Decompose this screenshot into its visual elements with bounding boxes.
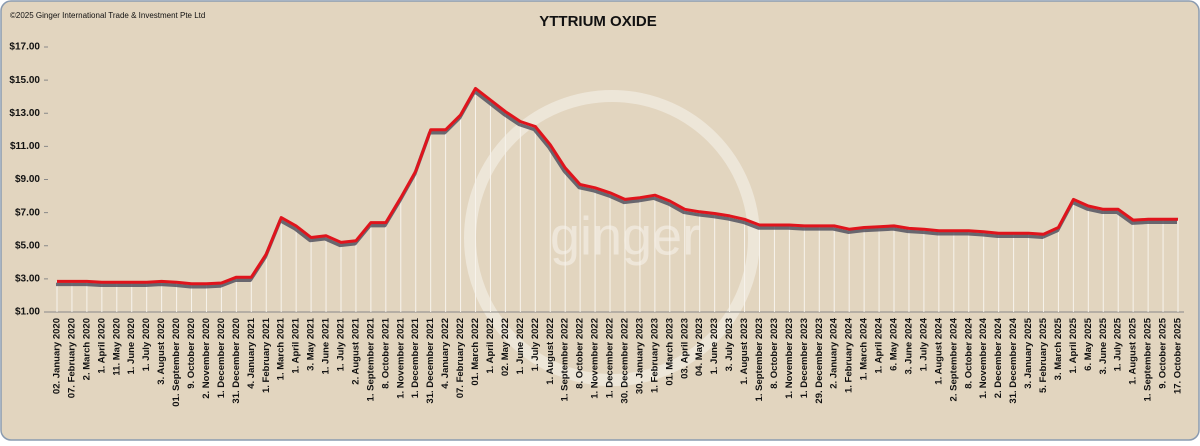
x-tick-label: 2. August 2021 (350, 317, 361, 384)
x-tick-label: 1. March 2024 (859, 317, 870, 380)
x-tick-label: 1. November 2023 (784, 318, 795, 399)
x-tick-label: 8. October 2023 (769, 318, 780, 389)
y-tick-label: $9.00 (15, 174, 40, 185)
x-tick-label: 1. September 2025 (1143, 317, 1154, 401)
y-tick-label: $15.00 (9, 75, 40, 86)
x-tick-label: 02. May 2022 (500, 318, 511, 376)
x-tick-label: 1. September 2022 (560, 318, 571, 401)
x-tick-label: 2. November 2020 (201, 318, 212, 399)
x-tick-label: 2. March 2020 (81, 318, 92, 380)
x-tick-label: 29. December 2023 (814, 318, 825, 404)
x-tick-label: 01. March 2023 (664, 318, 675, 386)
watermark-ring (464, 90, 760, 386)
x-tick-label: 3. January 2025 (1023, 317, 1034, 388)
x-tick-label: 1. November 2024 (978, 317, 989, 399)
y-tick-label: $3.00 (15, 274, 40, 285)
x-tick-label: 4. January 2022 (440, 318, 451, 389)
x-tick-label: 1. December 2023 (799, 318, 810, 398)
x-tick-label: 1. August 2022 (545, 318, 556, 385)
chart-title: YTTRIUM OXIDE (539, 13, 657, 30)
x-tick-label: 17. October 2025 (1173, 317, 1184, 394)
x-tick-label: 1. April 2021 (291, 317, 302, 373)
x-tick-label: 1. March 2021 (276, 317, 287, 380)
x-tick-label: 1. April 2025 (1068, 317, 1079, 373)
x-tick-label: 1. June 2020 (126, 318, 137, 375)
x-tick-label: 1. September 2021 (365, 317, 376, 401)
x-tick-label: 1. July 2024 (918, 317, 929, 371)
x-tick-label: 4. January 2021 (246, 317, 257, 388)
x-tick-label: 1. July 2025 (1113, 317, 1124, 371)
x-tick-label: 31. December 2021 (425, 317, 436, 403)
x-tick-label: 1. February 2024 (844, 317, 855, 393)
x-tick-label: 07. February 2022 (455, 318, 466, 398)
line-shadow (56, 89, 1177, 289)
x-tick-label: 1. April 2022 (485, 318, 496, 374)
x-tick-label: 2. September 2024 (948, 317, 959, 401)
x-tick-label: 1. April 2024 (874, 317, 885, 373)
y-tick-label: $11.00 (10, 141, 40, 152)
x-tick-label: 9. October 2025 (1158, 317, 1169, 388)
y-tick-label: $5.00 (15, 240, 40, 251)
x-tick-label: 1. June 2023 (709, 318, 720, 375)
x-tick-label: 3. March 2025 (1053, 317, 1064, 380)
x-tick-label: 3. June 2025 (1098, 317, 1109, 374)
x-tick-label: 2. December 2024 (993, 317, 1004, 398)
x-tick-label: 04. May 2023 (694, 318, 705, 376)
x-tick-label: 1. December 2020 (216, 318, 227, 398)
x-tick-label: 30. January 2023 (634, 318, 645, 394)
x-tick-label: 5. February 2025 (1038, 317, 1049, 393)
x-tick-label: 1. August 2025 (1128, 317, 1139, 384)
x-tick-label: 3. August 2020 (156, 318, 167, 385)
x-tick-label: 31. December 2020 (231, 318, 242, 404)
x-tick-label: 1. July 2021 (336, 317, 347, 371)
x-tick-label: 1. July 2022 (530, 318, 541, 371)
x-tick-label: 8. October 2024 (963, 317, 974, 388)
y-tick-label: $1.00 (15, 307, 40, 318)
x-tick-label: 1. September 2023 (754, 318, 765, 401)
x-tick-label: 1. June 2022 (515, 318, 526, 375)
x-tick-label: 3. May 2021 (306, 317, 317, 371)
x-tick-label: 2. January 2024 (829, 317, 840, 388)
x-tick-label: 8. October 2022 (575, 318, 586, 389)
x-tick-label: 07. February 2020 (66, 318, 77, 398)
x-tick-label: 11. May 2020 (111, 318, 122, 376)
x-tick-label: 3. June 2024 (903, 317, 914, 374)
x-tick-label: 03. April 2023 (679, 318, 690, 379)
x-tick-label: 1. December 2021 (410, 317, 421, 398)
x-tick-label: 30. December 2022 (619, 318, 630, 404)
x-tick-label: 6. May 2024 (889, 317, 900, 371)
y-tick-label: $7.00 (15, 207, 40, 218)
x-tick-label: 1. February 2023 (649, 318, 660, 393)
x-tick-label: 1. July 2020 (141, 318, 152, 371)
x-tick-label: 02. January 2020 (52, 318, 63, 394)
x-tick-label: 8. October 2021 (380, 317, 391, 388)
x-tick-label: 01. September 2020 (171, 318, 182, 407)
x-tick-label: 9. October 2020 (186, 318, 197, 389)
x-tick-label: 1. February 2021 (261, 317, 272, 393)
x-tick-label: 1. April 2020 (96, 318, 107, 374)
copyright: ©2025 Ginger International Trade & Inves… (10, 11, 205, 20)
line (57, 86, 1178, 286)
x-tick-label: 1. November 2022 (590, 318, 601, 399)
x-tick-label: 1. June 2021 (321, 317, 332, 374)
y-tick-label: $17.00 (9, 42, 40, 53)
x-tick-label: 6. May 2025 (1083, 317, 1094, 371)
x-tick-label: 1. August 2023 (739, 318, 750, 385)
x-tick-label: 1. August 2024 (933, 317, 944, 384)
x-tick-label: 31. December 2024 (1008, 317, 1019, 403)
x-tick-label: 01. March 2022 (470, 318, 481, 386)
x-tick-label: 3. July 2023 (724, 318, 735, 371)
y-tick-label: $13.00 (9, 108, 40, 119)
x-tick-label: 1. December 2022 (605, 318, 616, 398)
x-tick-label: 1. November 2021 (395, 317, 406, 399)
